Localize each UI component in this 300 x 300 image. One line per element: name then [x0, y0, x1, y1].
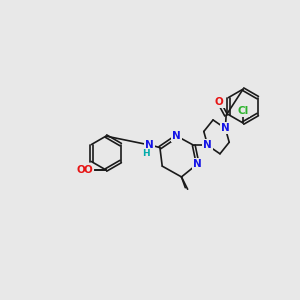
Text: O: O	[84, 165, 93, 175]
Text: Cl: Cl	[237, 106, 249, 116]
Text: N: N	[193, 159, 202, 169]
Text: H: H	[142, 148, 150, 158]
Text: N: N	[221, 123, 230, 134]
Text: N: N	[203, 140, 212, 150]
Text: O: O	[76, 165, 85, 175]
Text: O: O	[215, 97, 224, 107]
Text: N: N	[145, 140, 154, 150]
Text: N: N	[172, 131, 181, 141]
